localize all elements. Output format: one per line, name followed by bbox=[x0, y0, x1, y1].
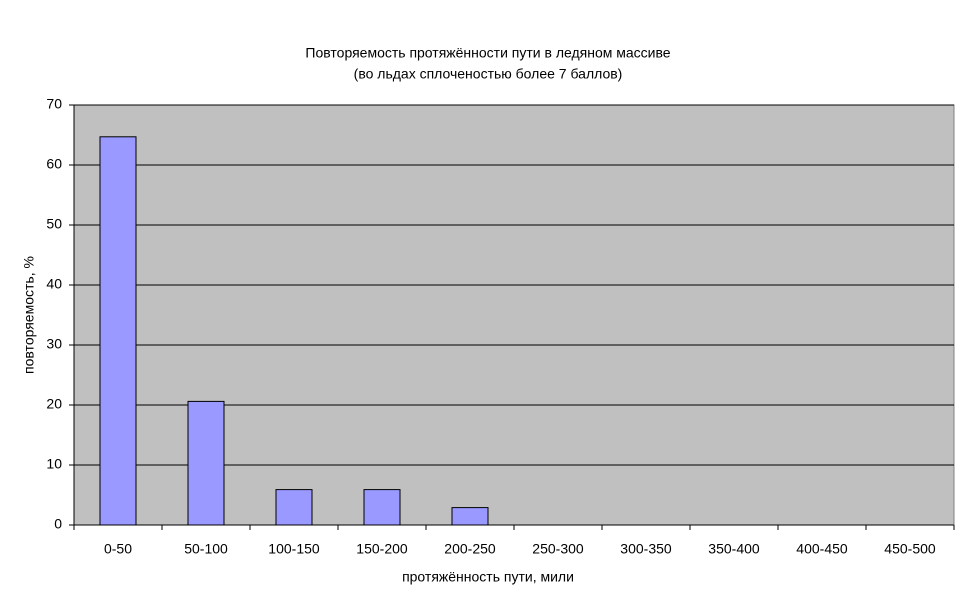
bar bbox=[99, 136, 137, 526]
x-tick-label: 350-400 bbox=[708, 541, 760, 557]
x-tick-label: 150-200 bbox=[356, 541, 408, 557]
x-tick-label: 100-150 bbox=[268, 541, 320, 557]
y-tick-label: 40 bbox=[46, 276, 62, 292]
x-tick-label: 0-50 bbox=[104, 541, 132, 557]
y-tick-label: 0 bbox=[54, 516, 62, 532]
chart-subtitle: (во льдах сплоченостью более 7 баллов) bbox=[354, 66, 623, 82]
bar bbox=[363, 489, 401, 526]
y-axis-label: повторяемость, % bbox=[21, 256, 37, 374]
y-tick-label: 30 bbox=[46, 336, 62, 352]
chart-title: Повторяемость протяжённости пути в ледян… bbox=[305, 45, 670, 61]
x-tick-label: 250-300 bbox=[532, 541, 584, 557]
y-tick-label: 20 bbox=[46, 396, 62, 412]
x-tick-label: 300-350 bbox=[620, 541, 672, 557]
x-tick-label: 450-500 bbox=[884, 541, 936, 557]
bar bbox=[187, 400, 225, 526]
x-tick-label: 200-250 bbox=[444, 541, 496, 557]
y-tick-label: 60 bbox=[46, 156, 62, 172]
x-tick-label: 50-100 bbox=[184, 541, 228, 557]
y-tick-label: 70 bbox=[46, 96, 62, 112]
bar bbox=[275, 489, 313, 526]
y-tick-label: 50 bbox=[46, 216, 62, 232]
bar bbox=[451, 507, 489, 526]
y-tick-label: 10 bbox=[46, 456, 62, 472]
x-axis-label: протяжённость пути, мили bbox=[402, 569, 574, 585]
x-tick-label: 400-450 bbox=[796, 541, 848, 557]
